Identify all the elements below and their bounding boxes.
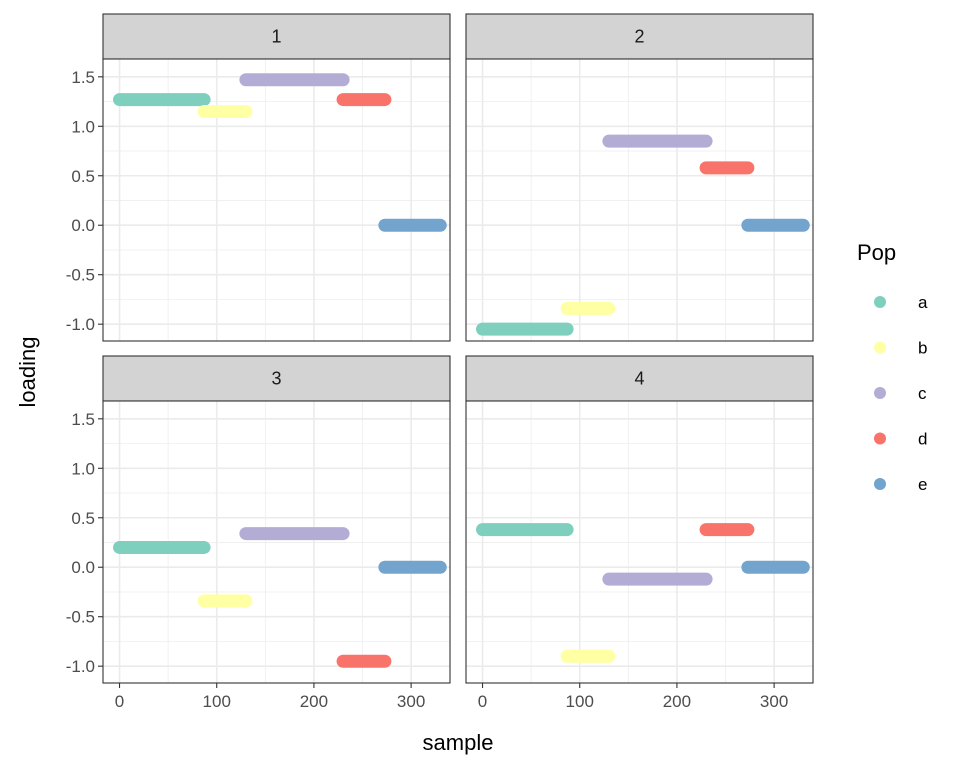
y-tick-label: -0.5 [66,266,95,285]
x-tick-label: 0 [478,692,487,711]
legend-key-b [874,341,886,354]
legend-key-e [874,478,886,490]
x-tick-label: 200 [300,692,328,711]
panel-background [466,401,813,683]
y-tick-label: 1.5 [71,68,95,87]
x-tick-label: 300 [760,692,788,711]
legend-label-c: c [918,384,927,403]
panel-border [465,58,814,342]
y-tick-label: 0.0 [71,558,95,577]
panel-background [466,59,813,341]
facet-strip-label: 4 [634,369,644,389]
facet-panel-3: 3 -1.0 -0.5 0.0 0.5 1.0 1.5 0 100 200 300 [66,355,451,711]
facet-panel-4: 4 0 100 200 300 [465,355,814,711]
y-tick-label: 1.0 [71,117,95,136]
y-tick-label: -1.0 [66,315,95,334]
x-tick-label: 100 [566,692,594,711]
y-tick-label: 0.0 [71,216,95,235]
y-tick-label: 1.0 [71,459,95,478]
legend-title: Pop [857,240,896,265]
facet-strip-label: 1 [271,27,281,47]
x-axis-title: sample [423,730,494,755]
y-tick-label: 1.5 [71,410,95,429]
legend-key-c [874,387,886,399]
legend: Pop a b c d e [857,240,928,494]
panel-border [102,58,451,342]
legend-label-e: e [918,475,927,494]
y-tick-label: 0.5 [71,509,95,528]
x-tick-label: 0 [115,692,124,711]
x-tick-label: 100 [203,692,231,711]
facet-panel-1: 1 -1.0 -0.5 0.0 0.5 1.0 1.5 [66,13,451,342]
legend-label-d: d [918,430,927,449]
facet-strip-label: 2 [634,27,644,47]
facet-strip-label: 3 [271,369,281,389]
panel-border [102,400,451,684]
facet-strip [102,13,451,60]
y-axis-title: loading [15,337,40,408]
legend-label-b: b [918,339,927,358]
facet-strip [102,355,451,402]
y-tick-label: 0.5 [71,167,95,186]
y-tick-label: -1.0 [66,657,95,676]
x-tick-label: 200 [663,692,691,711]
legend-key-d [874,432,886,445]
y-tick-label: -0.5 [66,608,95,627]
legend-key-a [874,296,886,308]
x-tick-label: 300 [397,692,425,711]
facet-panel-2: 2 [465,13,814,342]
legend-label-a: a [918,293,928,312]
panel-border [465,400,814,684]
facet-strip [465,13,814,60]
